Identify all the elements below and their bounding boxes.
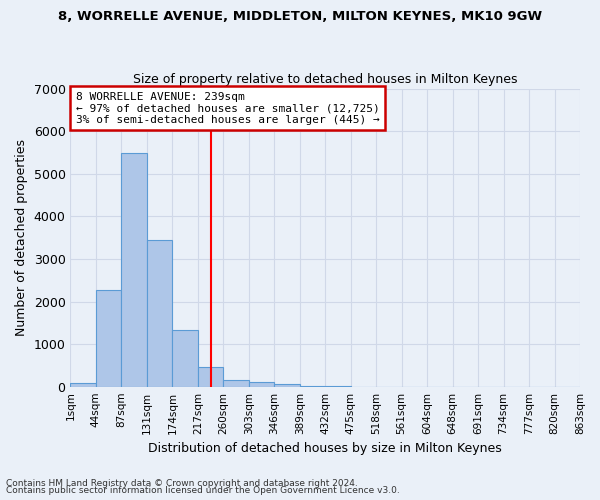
Bar bbox=[198, 366, 223, 386]
Text: 8, WORRELLE AVENUE, MIDDLETON, MILTON KEYNES, MK10 9GW: 8, WORRELLE AVENUE, MIDDLETON, MILTON KE… bbox=[58, 10, 542, 23]
Text: Contains public sector information licensed under the Open Government Licence v3: Contains public sector information licen… bbox=[6, 486, 400, 495]
Title: Size of property relative to detached houses in Milton Keynes: Size of property relative to detached ho… bbox=[133, 73, 517, 86]
Bar bbox=[249, 382, 274, 386]
Text: 8 WORRELLE AVENUE: 239sqm
← 97% of detached houses are smaller (12,725)
3% of se: 8 WORRELLE AVENUE: 239sqm ← 97% of detac… bbox=[76, 92, 379, 124]
X-axis label: Distribution of detached houses by size in Milton Keynes: Distribution of detached houses by size … bbox=[148, 442, 502, 455]
Bar bbox=[121, 154, 147, 386]
Bar bbox=[147, 240, 172, 386]
Bar bbox=[223, 380, 249, 386]
Bar bbox=[172, 330, 198, 386]
Bar bbox=[274, 384, 300, 386]
Bar bbox=[96, 290, 121, 386]
Y-axis label: Number of detached properties: Number of detached properties bbox=[15, 139, 28, 336]
Text: Contains HM Land Registry data © Crown copyright and database right 2024.: Contains HM Land Registry data © Crown c… bbox=[6, 478, 358, 488]
Bar bbox=[70, 384, 96, 386]
